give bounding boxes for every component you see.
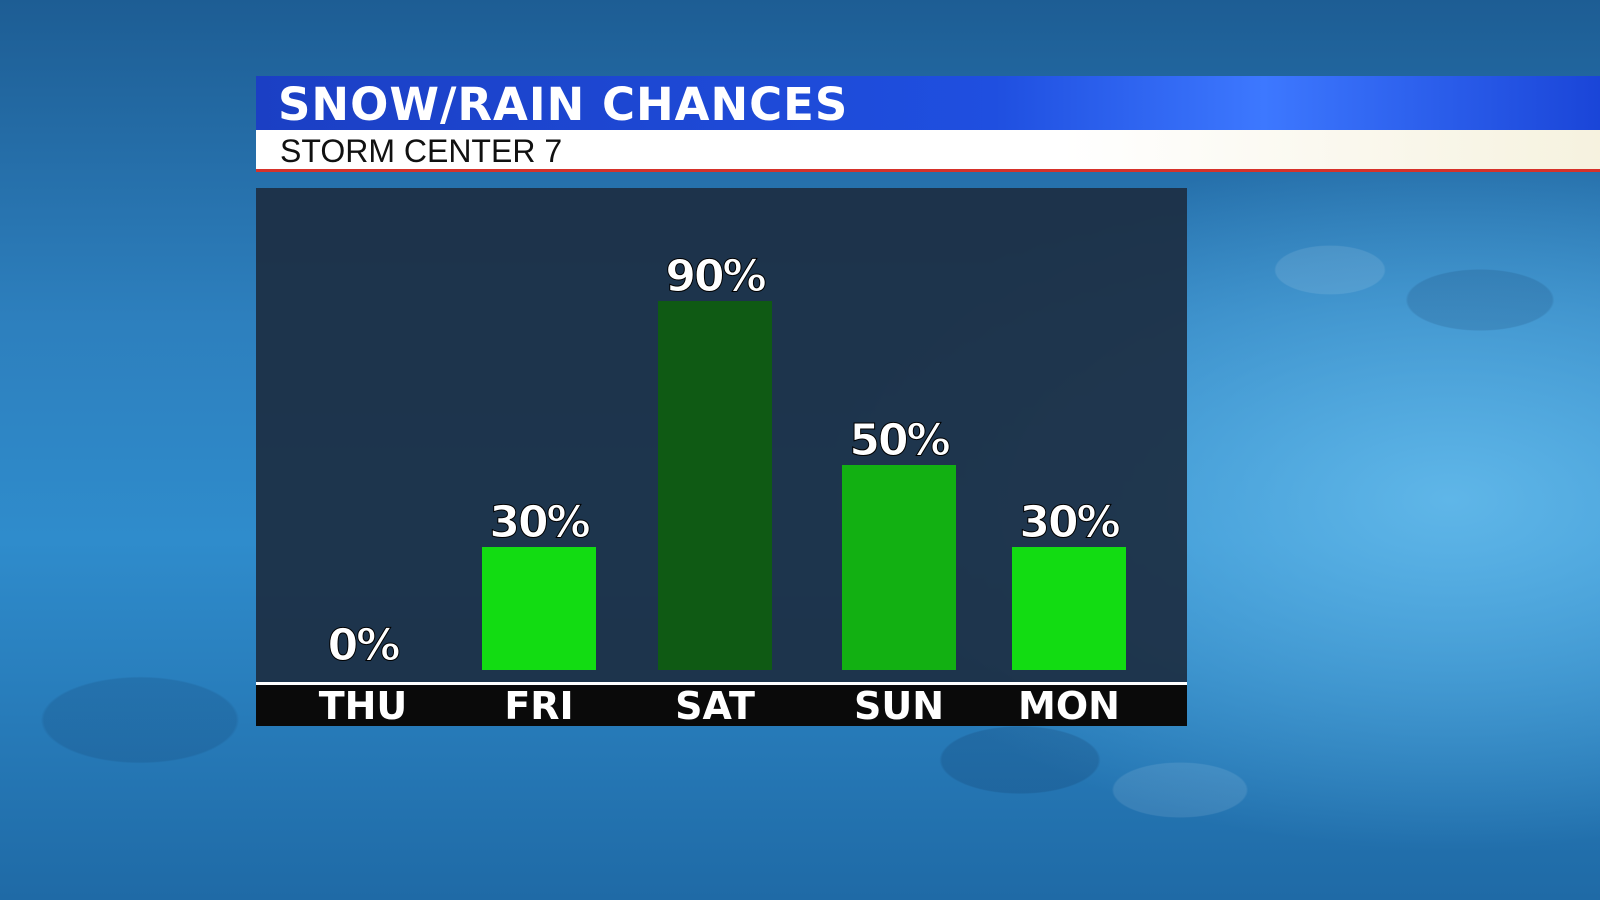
value-label-sun: 50% — [849, 415, 949, 466]
value-label-thu: 0% — [328, 620, 400, 671]
header-title-bar: SNOW/RAIN CHANCES — [256, 76, 1600, 131]
chart-panel: 0% THU 30% FRI 90% SAT 50% SUN 30% MON — [256, 188, 1187, 726]
value-label-fri: 30% — [489, 497, 589, 548]
bar-fri — [482, 547, 596, 670]
tick-label-thu: THU — [319, 684, 408, 726]
bar-sun — [842, 465, 956, 670]
tick-label-fri: FRI — [504, 684, 573, 726]
tick-label-mon: MON — [1018, 684, 1120, 726]
bar-mon — [1012, 547, 1126, 670]
bar-sat — [658, 301, 772, 670]
page-title: SNOW/RAIN CHANCES — [278, 78, 849, 131]
value-label-sat: 90% — [665, 251, 765, 302]
x-axis-band — [256, 682, 1187, 726]
tick-label-sat: SAT — [675, 684, 755, 726]
station-name: STORM CENTER 7 — [280, 133, 563, 169]
tick-label-sun: SUN — [854, 684, 944, 726]
header-subtitle-bar: STORM CENTER 7 — [256, 130, 1600, 172]
value-label-mon: 30% — [1019, 497, 1119, 548]
bar-chart: 0% THU 30% FRI 90% SAT 50% SUN 30% MON — [319, 251, 1126, 726]
